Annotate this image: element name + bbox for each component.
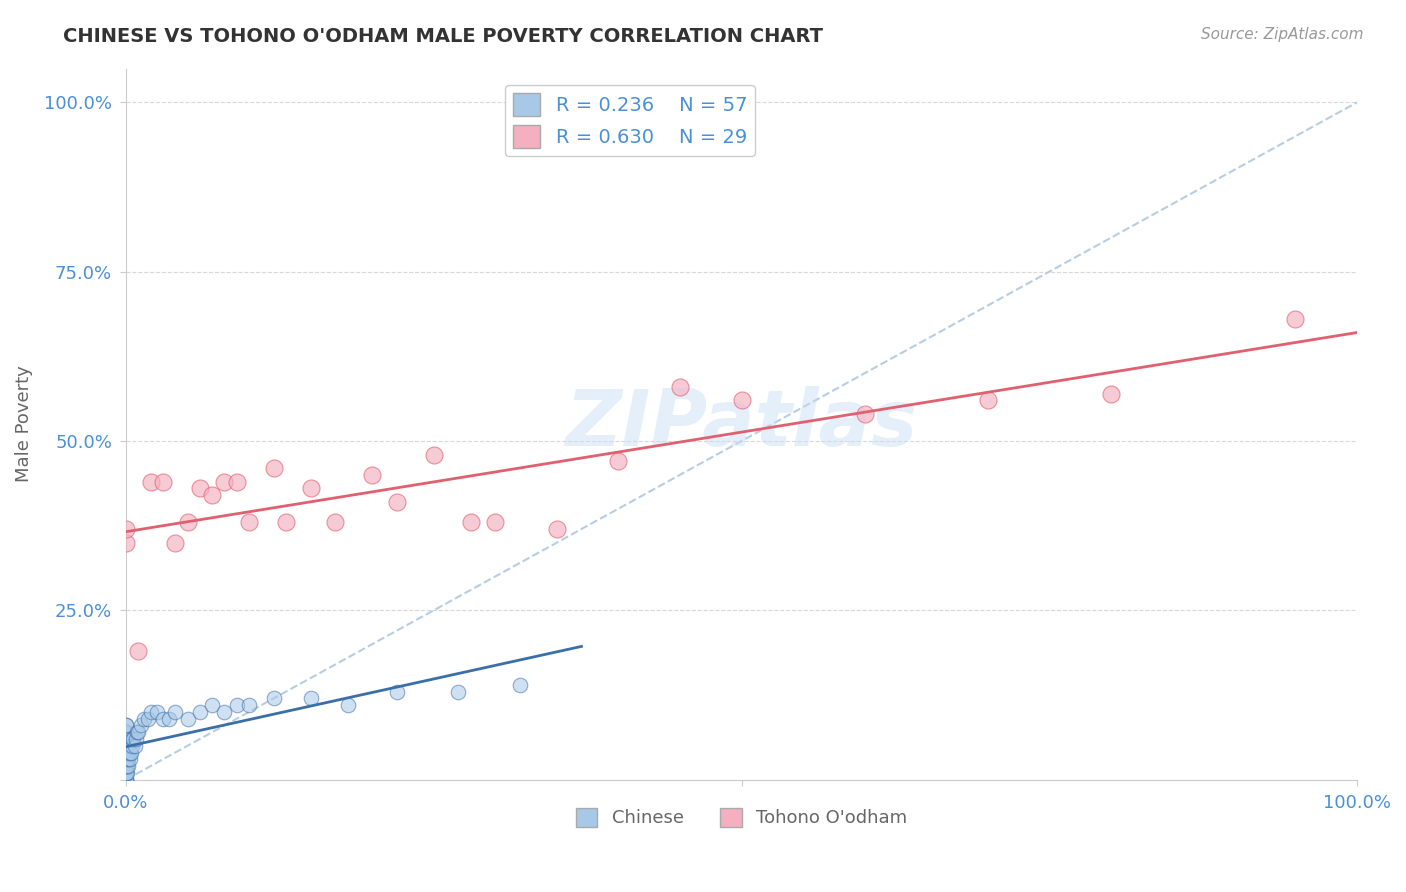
Point (115, 772, 138, 787)
Point (115, 752, 138, 766)
Point (115, 752, 138, 766)
Point (238, 698, 260, 712)
Point (122, 731, 145, 746)
Point (129, 718, 152, 732)
Point (299, 691, 322, 706)
Point (115, 759, 138, 773)
Point (117, 746, 139, 760)
Point (115, 731, 138, 746)
Point (188, 482, 211, 496)
Point (125, 731, 148, 746)
Legend: Chinese, Tohono O'odham: Chinese, Tohono O'odham (568, 801, 914, 835)
Point (115, 718, 138, 732)
Point (607, 454, 630, 468)
Point (121, 731, 143, 746)
Point (299, 482, 322, 496)
Point (115, 759, 138, 773)
Point (120, 746, 142, 760)
Point (853, 407, 876, 421)
Point (118, 752, 141, 766)
Point (115, 725, 138, 739)
Point (157, 712, 180, 726)
Point (201, 488, 224, 502)
Point (139, 475, 162, 489)
Point (115, 765, 138, 780)
Point (117, 752, 139, 766)
Point (669, 380, 692, 394)
Point (214, 705, 236, 719)
Point (127, 725, 149, 739)
Point (115, 746, 138, 760)
Point (115, 718, 138, 732)
Point (115, 772, 138, 787)
Text: ZIPatlas: ZIPatlas (565, 386, 918, 462)
Point (1284, 312, 1306, 326)
Point (115, 535, 138, 549)
Point (188, 705, 211, 719)
Point (115, 752, 138, 766)
Point (115, 739, 138, 753)
Point (385, 495, 408, 509)
Point (274, 515, 297, 529)
Point (125, 725, 148, 739)
Point (152, 712, 174, 726)
Point (115, 746, 138, 760)
Point (176, 515, 198, 529)
Point (484, 515, 506, 529)
Point (115, 765, 138, 780)
Point (165, 705, 187, 719)
Point (165, 535, 187, 549)
Point (136, 712, 159, 726)
Point (127, 644, 149, 658)
Point (546, 522, 568, 536)
Point (509, 678, 531, 692)
Point (115, 765, 138, 780)
Point (201, 698, 224, 712)
Point (115, 765, 138, 780)
Point (115, 522, 138, 536)
Point (422, 448, 444, 462)
Point (115, 759, 138, 773)
Text: Source: ZipAtlas.com: Source: ZipAtlas.com (1201, 27, 1364, 42)
Point (336, 698, 359, 712)
Point (118, 746, 141, 760)
Point (1099, 386, 1122, 401)
Point (124, 739, 146, 753)
Point (238, 515, 260, 529)
Point (176, 712, 198, 726)
Point (115, 731, 138, 746)
Point (225, 698, 247, 712)
Point (121, 739, 143, 753)
Point (115, 746, 138, 760)
Point (460, 515, 482, 529)
Text: CHINESE VS TOHONO O'ODHAM MALE POVERTY CORRELATION CHART: CHINESE VS TOHONO O'ODHAM MALE POVERTY C… (63, 27, 824, 45)
Point (225, 475, 247, 489)
Point (134, 712, 156, 726)
Point (323, 515, 346, 529)
Point (146, 705, 169, 719)
Point (152, 475, 174, 489)
Point (115, 725, 138, 739)
Point (730, 393, 752, 408)
Point (139, 705, 162, 719)
Point (361, 467, 384, 482)
Y-axis label: Male Poverty: Male Poverty (15, 366, 32, 483)
Point (447, 684, 470, 698)
Point (976, 393, 998, 408)
Point (115, 739, 138, 753)
Point (385, 684, 408, 698)
Point (117, 759, 139, 773)
Point (214, 475, 236, 489)
Point (263, 691, 285, 706)
Point (115, 772, 138, 787)
Point (263, 461, 285, 475)
